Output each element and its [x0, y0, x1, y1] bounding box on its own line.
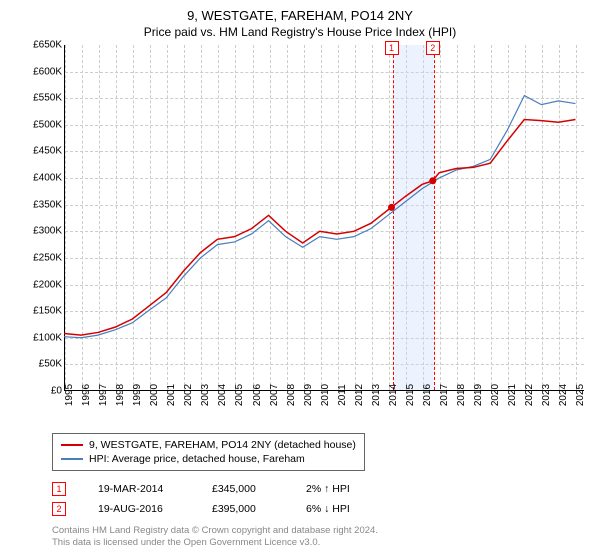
y-tick-label: £250K — [33, 252, 62, 263]
chart-title: 9, WESTGATE, FAREHAM, PO14 2NY — [12, 8, 588, 23]
plot-area: £0£50K£100K£150K£200K£250K£300K£350K£400… — [24, 45, 584, 391]
legend: 9, WESTGATE, FAREHAM, PO14 2NY (detached… — [52, 433, 365, 471]
legend-item-property: 9, WESTGATE, FAREHAM, PO14 2NY (detached… — [61, 438, 356, 452]
x-tick-label: 2025 — [575, 384, 586, 406]
y-tick-label: £200K — [33, 279, 62, 290]
x-tick-label: 2006 — [252, 384, 263, 406]
sale-marker-box: 2 — [426, 41, 440, 55]
sale-delta: 6% ↓ HPI — [306, 503, 350, 515]
y-tick-label: £450K — [33, 146, 62, 157]
x-tick-label: 2009 — [303, 384, 314, 406]
sale-dot — [429, 177, 436, 184]
sales-table: 1 19-MAR-2014 £345,000 2% ↑ HPI 2 19-AUG… — [52, 479, 588, 519]
y-tick-label: £350K — [33, 199, 62, 210]
x-tick-label: 2015 — [405, 384, 416, 406]
x-tick-label: 2002 — [183, 384, 194, 406]
x-tick-label: 2005 — [234, 384, 245, 406]
legend-label-property: 9, WESTGATE, FAREHAM, PO14 2NY (detached… — [89, 439, 356, 451]
y-tick-label: £100K — [33, 332, 62, 343]
x-tick-label: 2023 — [541, 384, 552, 406]
footer-line: Contains HM Land Registry data © Crown c… — [52, 525, 588, 537]
sales-row: 1 19-MAR-2014 £345,000 2% ↑ HPI — [52, 479, 588, 499]
x-tick-label: 2010 — [320, 384, 331, 406]
x-tick-label: 2016 — [422, 384, 433, 406]
x-tick-label: 2013 — [371, 384, 382, 406]
x-tick-label: 2017 — [439, 384, 450, 406]
x-tick-label: 2020 — [490, 384, 501, 406]
sale-date: 19-AUG-2016 — [98, 503, 188, 515]
sale-date: 19-MAR-2014 — [98, 483, 188, 495]
x-tick-label: 2019 — [473, 384, 484, 406]
x-tick-label: 2004 — [217, 384, 228, 406]
y-tick-label: £500K — [33, 119, 62, 130]
chart-container: 9, WESTGATE, FAREHAM, PO14 2NY Price pai… — [0, 0, 600, 560]
legend-label-hpi: HPI: Average price, detached house, Fare… — [89, 453, 305, 465]
y-tick-label: £150K — [33, 306, 62, 317]
x-tick-label: 2000 — [149, 384, 160, 406]
x-axis: 1995199619971998199920002001200220032004… — [64, 391, 584, 427]
sale-marker-icon: 2 — [52, 502, 66, 516]
x-tick-label: 2012 — [354, 384, 365, 406]
y-tick-label: £600K — [33, 66, 62, 77]
y-tick-label: £300K — [33, 226, 62, 237]
x-tick-label: 2021 — [507, 384, 518, 406]
y-tick-label: £0 — [51, 386, 62, 397]
series-line-hpi — [64, 96, 575, 338]
x-tick-label: 1995 — [64, 384, 75, 406]
x-tick-label: 2008 — [286, 384, 297, 406]
x-tick-label: 2007 — [269, 384, 280, 406]
y-tick-label: £550K — [33, 93, 62, 104]
sale-delta: 2% ↑ HPI — [306, 483, 350, 495]
footer-line: This data is licensed under the Open Gov… — [52, 537, 588, 549]
y-tick-label: £650K — [33, 40, 62, 51]
x-tick-label: 1996 — [81, 384, 92, 406]
x-tick-label: 2001 — [166, 384, 177, 406]
x-tick-label: 2003 — [200, 384, 211, 406]
chart-lines — [64, 45, 584, 391]
sale-dot — [388, 204, 395, 211]
legend-item-hpi: HPI: Average price, detached house, Fare… — [61, 452, 356, 466]
x-tick-label: 2022 — [524, 384, 535, 406]
x-tick-label: 1997 — [98, 384, 109, 406]
legend-swatch-hpi — [61, 458, 83, 460]
sale-marker-box: 1 — [385, 41, 399, 55]
chart-subtitle: Price paid vs. HM Land Registry's House … — [12, 25, 588, 39]
x-tick-label: 2011 — [337, 384, 348, 406]
footer: Contains HM Land Registry data © Crown c… — [52, 525, 588, 550]
y-axis: £0£50K£100K£150K£200K£250K£300K£350K£400… — [24, 45, 64, 391]
x-tick-label: 2014 — [388, 384, 399, 406]
legend-swatch-property — [61, 444, 83, 446]
y-tick-label: £400K — [33, 173, 62, 184]
x-tick-label: 1998 — [115, 384, 126, 406]
x-tick-label: 2024 — [558, 384, 569, 406]
x-tick-label: 2018 — [456, 384, 467, 406]
y-tick-label: £50K — [39, 359, 62, 370]
sale-price: £345,000 — [212, 483, 282, 495]
series-line-property — [64, 120, 575, 336]
sale-price: £395,000 — [212, 503, 282, 515]
x-tick-label: 1999 — [132, 384, 143, 406]
sale-marker-icon: 1 — [52, 482, 66, 496]
sales-row: 2 19-AUG-2016 £395,000 6% ↓ HPI — [52, 499, 588, 519]
